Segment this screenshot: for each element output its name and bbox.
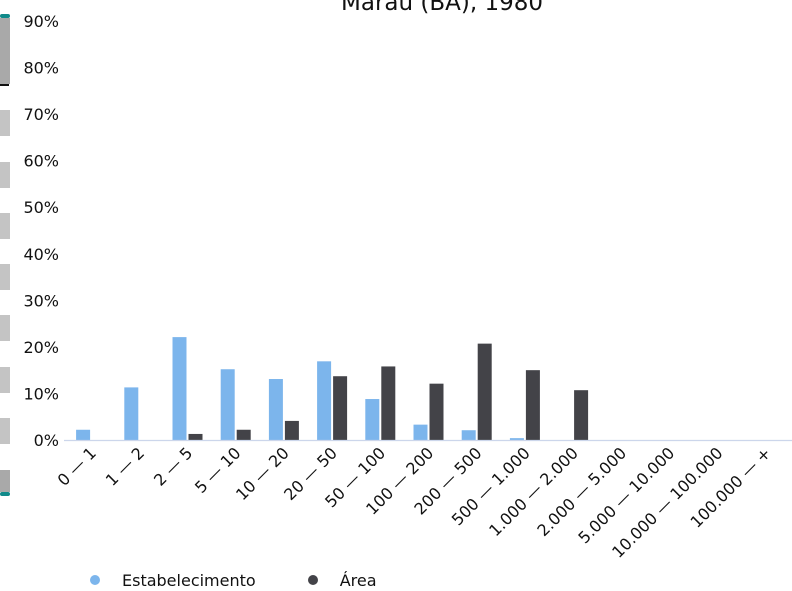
- bar-estabelecimento[interactable]: [220, 369, 235, 440]
- y-tick-label: 60%: [23, 152, 59, 171]
- strip-block[interactable]: [0, 110, 10, 136]
- y-tick-label: 30%: [23, 291, 59, 310]
- bar-area[interactable]: [574, 390, 589, 440]
- strip-cap-bottom: [0, 492, 10, 496]
- y-tick-label: 40%: [23, 245, 59, 264]
- strip-block[interactable]: [0, 213, 10, 239]
- strip-block[interactable]: [0, 367, 10, 393]
- left-toolbar-strip: [0, 0, 12, 589]
- x-tick-label: 1 — 2: [102, 443, 148, 489]
- strip-cap-top: [0, 14, 10, 18]
- bar-estabelecimento[interactable]: [268, 379, 283, 440]
- strip-divider: [0, 84, 9, 86]
- y-tick-label: 80%: [23, 59, 59, 78]
- bar-area[interactable]: [381, 366, 396, 440]
- bar-area[interactable]: [284, 420, 299, 440]
- bar-area[interactable]: [236, 429, 251, 440]
- bar-area[interactable]: [188, 433, 203, 440]
- bar-estabelecimento[interactable]: [365, 399, 380, 440]
- x-tick-label: 2 — 5: [150, 443, 196, 489]
- strip-selected-block[interactable]: [0, 18, 10, 84]
- x-tick-label: 0 — 1: [54, 443, 100, 489]
- y-tick-label: 90%: [23, 12, 59, 31]
- chart-legend: Estabelecimento Área: [90, 569, 429, 591]
- legend-dot-icon: [90, 575, 100, 585]
- bar-area[interactable]: [525, 370, 540, 440]
- y-axis-ticks: 0% 10% 20% 30% 40% 50% 60% 70% 80% 90%: [23, 12, 59, 450]
- strip-block[interactable]: [0, 162, 10, 188]
- y-tick-label: 70%: [23, 105, 59, 124]
- bar-area[interactable]: [429, 383, 444, 440]
- y-tick-label: 10%: [23, 384, 59, 403]
- bar-estabelecimento[interactable]: [76, 429, 91, 440]
- strip-block[interactable]: [0, 264, 10, 290]
- legend-dot-icon: [307, 575, 318, 585]
- bar-estabelecimento[interactable]: [413, 424, 428, 440]
- y-tick-label: 50%: [23, 198, 59, 217]
- legend-item-area[interactable]: Área: [307, 570, 377, 590]
- strip-block[interactable]: [0, 470, 10, 492]
- bar-estabelecimento[interactable]: [317, 361, 332, 440]
- bar-area[interactable]: [333, 376, 348, 440]
- y-tick-label: 0%: [34, 431, 59, 450]
- chart-title: Maraú (BA), 1980: [341, 0, 543, 16]
- bar-estabelecimento[interactable]: [509, 438, 524, 440]
- strip-block[interactable]: [0, 315, 10, 341]
- bar-estabelecimento[interactable]: [461, 430, 476, 440]
- bars: [76, 337, 589, 440]
- strip-block[interactable]: [0, 418, 10, 444]
- bar-chart: Maraú (BA), 1980 0% 10% 20% 30% 40% 50% 60% 70%…: [23, 0, 792, 562]
- legend-label: Área: [339, 570, 377, 590]
- bar-estabelecimento[interactable]: [172, 337, 187, 440]
- legend-item-estabelecimento[interactable]: Estabelecimento: [90, 571, 256, 590]
- legend-label: Estabelecimento: [122, 570, 256, 590]
- y-tick-label: 20%: [23, 338, 59, 357]
- bar-estabelecimento[interactable]: [124, 387, 139, 440]
- bar-area[interactable]: [477, 343, 492, 440]
